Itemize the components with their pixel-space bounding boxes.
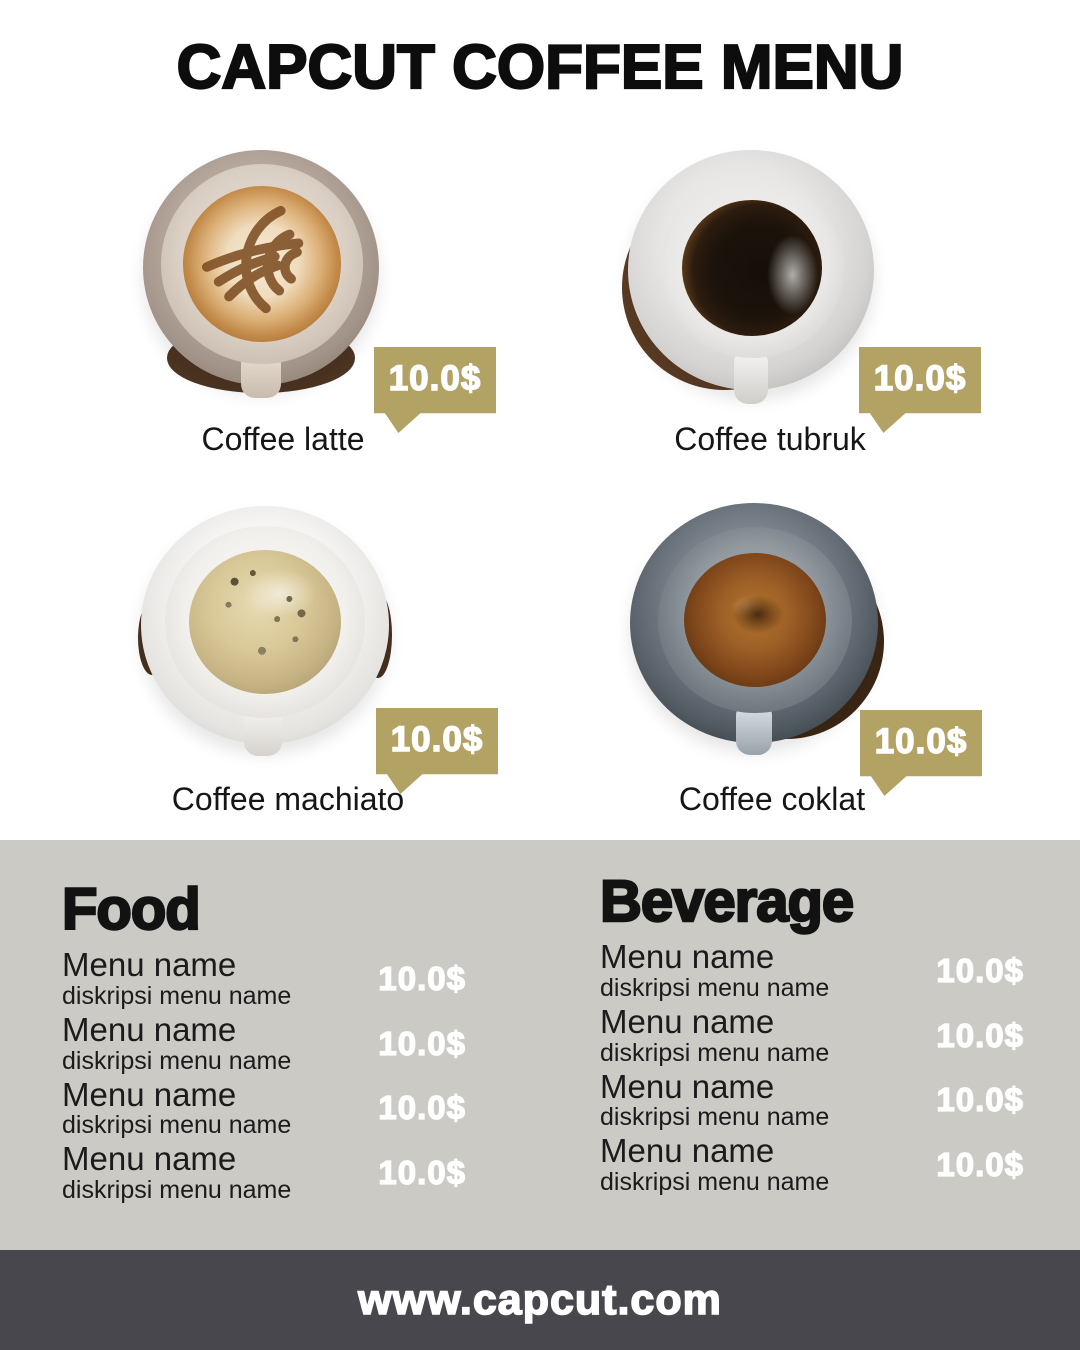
- menu-item-text: Menu name diskripsi menu name: [600, 1134, 829, 1196]
- menu-item: Menu name diskripsi menu name 10.0$: [600, 1134, 1024, 1196]
- menu-item-text: Menu name diskripsi menu name: [600, 1067, 830, 1132]
- menu-item-text: Menu name diskripsi menu name: [62, 1075, 292, 1140]
- menu-item-name: Menu name: [600, 938, 775, 976]
- menu-item-price: 10.0$: [378, 959, 466, 998]
- menu-item-name: Menu name: [62, 946, 237, 984]
- menu-item-name: Menu name: [62, 1075, 237, 1113]
- menu-item: Menu name diskripsi menu name 10.0$: [62, 1142, 466, 1204]
- menu-item-price: 10.0$: [936, 951, 1024, 990]
- menu-item-text: Menu name diskripsi menu name: [62, 1142, 291, 1204]
- price-text: 10.0$: [874, 721, 968, 761]
- menu-item: Menu name diskripsi menu name 10.0$: [600, 1005, 1024, 1067]
- menu-item-description: diskripsi menu name: [62, 1111, 292, 1140]
- menu-item-description: diskripsi menu name: [600, 1167, 830, 1196]
- menu-section-beverage: Beverage Menu name diskripsi menu name 1…: [599, 869, 1024, 1199]
- menu-item: Menu name diskripsi menu name 10.0$: [600, 940, 1024, 1002]
- menu-section-food: Food Menu name diskripsi menu name 10.0$…: [61, 877, 466, 1207]
- menu-item-description: diskripsi menu name: [600, 1103, 830, 1132]
- cup-handle: [736, 705, 772, 755]
- menu-item-price: 10.0$: [936, 1016, 1024, 1054]
- coffee-surface: [684, 553, 826, 687]
- menu-item: Menu name diskripsi menu name 10.0$: [62, 1075, 466, 1140]
- menu-item-description: diskripsi menu name: [62, 1175, 292, 1204]
- menu-item: Menu name diskripsi menu name 10.0$: [62, 948, 466, 1010]
- price-text: 10.0$: [388, 358, 482, 398]
- menu-item-name: Menu name: [600, 1067, 775, 1105]
- product-name: Coffee tubruk: [674, 421, 866, 457]
- coffee-latte-image: [143, 150, 379, 398]
- price-text: 10.0$: [873, 358, 967, 398]
- price-text: 10.0$: [390, 719, 484, 759]
- menu-item-text: Menu name diskripsi menu name: [600, 1005, 829, 1067]
- website-link[interactable]: www.capcut.com: [357, 1275, 722, 1325]
- menu-item-name: Menu name: [600, 1132, 775, 1170]
- menu-item-text: Menu name diskripsi menu name: [600, 940, 829, 1002]
- menu-item-price: 10.0$: [378, 1153, 466, 1192]
- price-tag: 10.0$: [859, 347, 981, 433]
- menu-item-text: Menu name diskripsi menu name: [62, 948, 291, 1010]
- product-name: Coffee machiato: [171, 781, 405, 817]
- product-name: Coffee coklat: [678, 781, 866, 817]
- menu-item-description: diskripsi menu name: [600, 1038, 830, 1067]
- menu-item-description: diskripsi menu name: [600, 973, 830, 1002]
- menu-item-name: Menu name: [600, 1002, 775, 1040]
- coffee-surface: [189, 550, 341, 694]
- section-heading: Beverage: [599, 869, 856, 934]
- menu-panel: Food Menu name diskripsi menu name 10.0$…: [0, 840, 1080, 1250]
- menu-item-description: diskripsi menu name: [62, 981, 292, 1010]
- menu-item-name: Menu name: [62, 1010, 237, 1048]
- menu-item-price: 10.0$: [378, 1089, 466, 1127]
- menu-item-price: 10.0$: [936, 1081, 1024, 1119]
- cup-handle: [734, 352, 768, 404]
- menu-item: Menu name diskripsi menu name 10.0$: [600, 1067, 1024, 1132]
- menu-item-text: Menu name diskripsi menu name: [62, 1013, 291, 1075]
- footer-bar: www.capcut.com: [0, 1250, 1080, 1350]
- latte-art-fern: [201, 205, 304, 314]
- menu-item: Menu name diskripsi menu name 10.0$: [62, 1013, 466, 1075]
- product-name: Coffee latte: [201, 421, 365, 457]
- coffee-tubruk-image: [622, 150, 874, 404]
- coffee-machiato-image: [138, 506, 392, 756]
- menu-item-price: 10.0$: [936, 1145, 1024, 1184]
- poster-title: CAPCUT COFFEE MENU: [176, 32, 905, 103]
- coffee-coklat-image: [630, 503, 884, 755]
- section-heading: Food: [61, 877, 202, 942]
- price-tag: 10.0$: [374, 347, 496, 433]
- menu-item-description: diskripsi menu name: [62, 1046, 292, 1075]
- coffee-surface: [682, 200, 822, 336]
- menu-item-name: Menu name: [62, 1140, 237, 1178]
- menu-item-price: 10.0$: [378, 1024, 466, 1062]
